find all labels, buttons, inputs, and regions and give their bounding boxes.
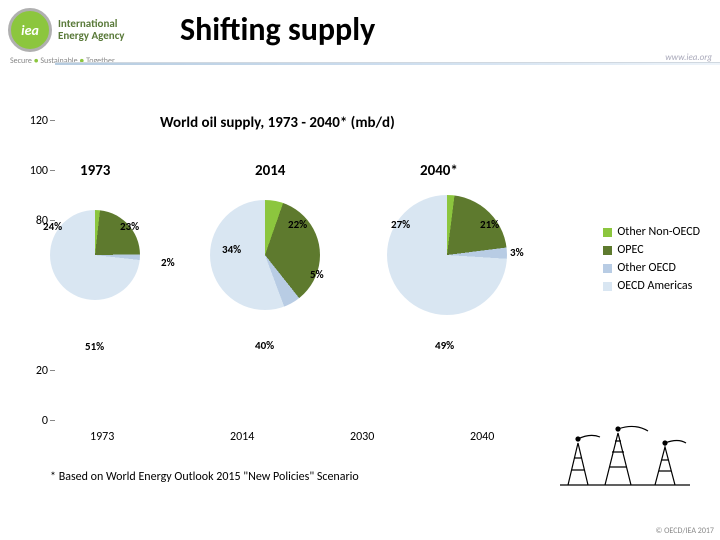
pie-year-2014: 2014: [255, 162, 285, 180]
y-tick: [50, 170, 55, 171]
legend-label: OECD Americas: [617, 279, 692, 293]
y-tick: [50, 370, 55, 371]
iea-logo: iea International Energy Agency: [8, 8, 125, 52]
org-name-line2: Energy Agency: [58, 30, 125, 42]
pie-year-2040: 2040*: [420, 162, 458, 180]
legend-label: Other Non-OECD: [617, 225, 700, 239]
slice-label: 5%: [310, 268, 324, 281]
slice-label: 51%: [85, 340, 104, 353]
page-title: Shifting supply: [180, 10, 375, 49]
slice-label: 49%: [435, 339, 454, 352]
slice-label: 3%: [510, 246, 524, 259]
slice-label: 21%: [480, 218, 499, 231]
y-tick-label: 20: [18, 364, 48, 378]
slice-label: 23%: [120, 220, 139, 233]
y-tick-label: 100: [18, 164, 48, 178]
header-divider: [55, 62, 720, 65]
y-tick: [50, 120, 55, 121]
tagline-word: Secure: [10, 56, 32, 66]
y-tick: [50, 420, 55, 421]
slice-label: 34%: [222, 243, 241, 256]
legend-swatch: [603, 246, 612, 255]
legend-item: OPEC: [603, 243, 700, 257]
bullet-icon: ●: [34, 56, 39, 66]
legend-item: OECD Americas: [603, 279, 700, 293]
footnote: * Based on World Energy Outlook 2015 "Ne…: [50, 470, 359, 484]
slice-label: 27%: [391, 218, 410, 231]
legend-label: Other OECD: [617, 261, 676, 275]
legend-item: Other Non-OECD: [603, 225, 700, 239]
pie-2040: [387, 195, 507, 315]
pie-year-1973: 1973: [80, 162, 110, 180]
legend-swatch: [603, 282, 612, 291]
y-tick-label: 0: [18, 414, 48, 428]
x-tick-label: 2014: [230, 430, 254, 444]
legend-label: OPEC: [617, 243, 643, 257]
header: iea International Energy Agency Secure ●…: [0, 0, 720, 82]
x-tick-label: 2030: [350, 430, 374, 444]
iea-logo-text: International Energy Agency: [58, 18, 125, 42]
x-tick-label: 1973: [90, 430, 114, 444]
chart-title: World oil supply, 1973 - 2040* (mb/d): [160, 114, 395, 132]
slice-label: 2%: [161, 256, 175, 269]
iea-logo-circle: iea: [8, 8, 52, 52]
legend: Other Non-OECD OPEC Other OECD OECD Amer…: [603, 225, 700, 297]
site-url: www.iea.org: [665, 52, 712, 63]
slice-label: 24%: [43, 220, 62, 233]
legend-swatch: [603, 228, 612, 237]
copyright: © OECD/IEA 2017: [656, 526, 714, 536]
legend-item: Other OECD: [603, 261, 700, 275]
legend-swatch: [603, 264, 612, 273]
y-tick-label: 120: [18, 114, 48, 128]
x-tick-label: 2040: [470, 430, 494, 444]
slice-label: 40%: [255, 339, 274, 352]
slice-label: 22%: [288, 218, 307, 231]
oil-rigs-icon: [560, 425, 690, 500]
